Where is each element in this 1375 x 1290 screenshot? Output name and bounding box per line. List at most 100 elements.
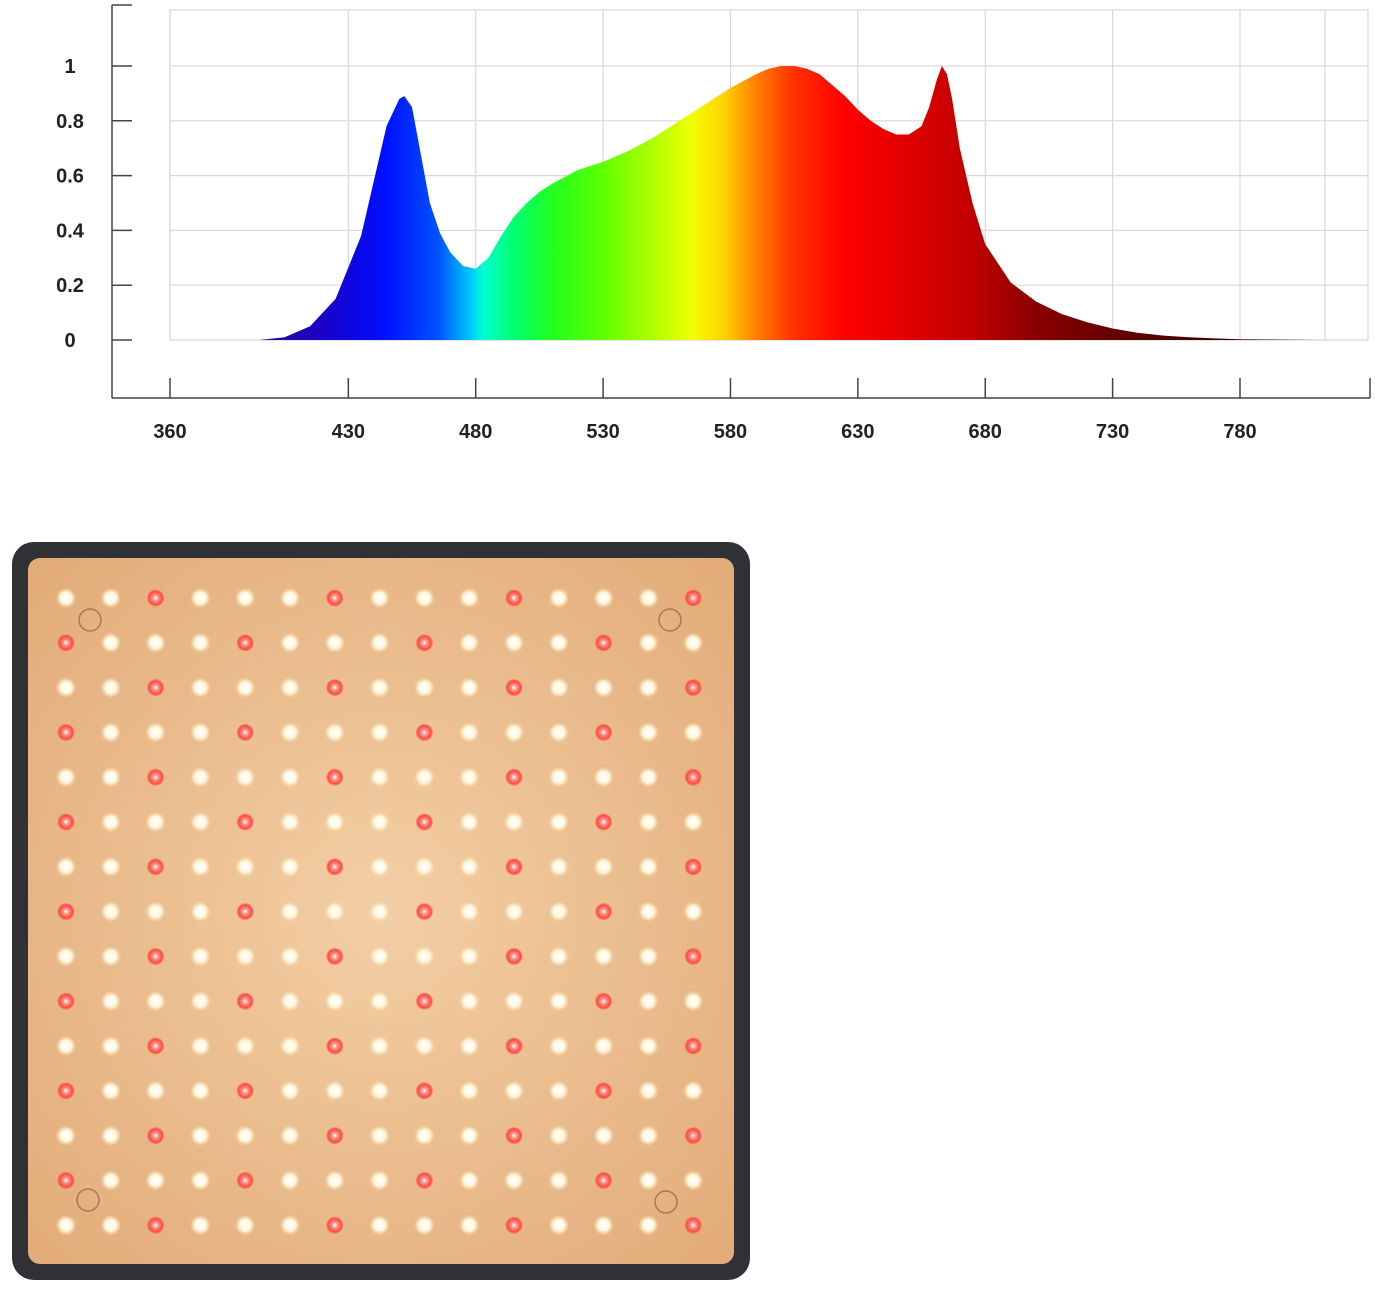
red-led: [236, 1081, 255, 1100]
chart-axes: [111, 4, 1371, 399]
white-led: [413, 1214, 435, 1236]
white-led: [503, 632, 525, 654]
x-tick-label: 360: [153, 421, 186, 443]
red-led: [146, 1037, 165, 1055]
red-led: [594, 813, 613, 831]
white-led: [189, 945, 211, 967]
white-led: [234, 1214, 256, 1236]
white-led: [593, 856, 615, 878]
x-tick-label: 430: [332, 421, 365, 443]
white-led: [234, 1125, 256, 1147]
white-led: [413, 587, 435, 609]
red-led: [594, 723, 613, 742]
white-led: [145, 811, 167, 833]
red-led: [684, 1216, 703, 1235]
white-led: [234, 1035, 256, 1057]
white-led: [100, 1080, 122, 1102]
red-led: [415, 633, 434, 652]
white-led: [189, 1214, 211, 1236]
red-led: [325, 1037, 344, 1055]
white-led: [100, 766, 122, 788]
white-led: [189, 811, 211, 833]
white-led: [279, 811, 301, 833]
white-led: [279, 677, 301, 699]
white-led: [369, 587, 391, 609]
white-led: [189, 856, 211, 878]
white-led: [593, 945, 615, 967]
red-led: [594, 1081, 613, 1100]
x-tick-label: 530: [586, 421, 619, 443]
white-led: [637, 766, 659, 788]
white-led: [100, 1214, 122, 1236]
screw-icon: [654, 1190, 678, 1214]
white-led: [413, 1125, 435, 1147]
y-tick-label: 0: [64, 330, 75, 352]
red-led: [505, 1037, 523, 1055]
screw-icon: [658, 608, 682, 632]
white-led: [100, 945, 122, 967]
white-led: [682, 1169, 704, 1191]
red-led: [236, 813, 255, 831]
white-led: [55, 1035, 77, 1057]
white-led: [100, 587, 122, 609]
red-led: [57, 1081, 75, 1100]
white-led: [458, 1169, 480, 1191]
white-led: [189, 990, 211, 1012]
white-led: [369, 1080, 391, 1102]
white-led: [145, 632, 167, 654]
white-led: [279, 766, 301, 788]
spectrum-chart: 0 0.2 0.4 0.6 0.8 1 360 430 480 530 580 630 680 730 7…: [56, 4, 1371, 443]
red-led: [146, 857, 165, 876]
white-led: [637, 1214, 659, 1236]
white-led: [369, 990, 391, 1012]
red-led: [325, 857, 344, 876]
white-led: [324, 721, 346, 743]
red-led: [146, 1216, 165, 1235]
x-tick-label: 630: [841, 421, 874, 443]
white-led: [503, 721, 525, 743]
red-led: [236, 633, 255, 652]
white-led: [548, 677, 570, 699]
y-tick-label: 0.4: [56, 220, 85, 242]
white-led: [369, 901, 391, 923]
screw-icon: [76, 1188, 100, 1212]
red-led: [415, 723, 434, 742]
white-led: [458, 721, 480, 743]
white-led: [503, 901, 525, 923]
red-led: [594, 633, 613, 652]
white-led: [413, 677, 435, 699]
white-led: [503, 990, 525, 1012]
x-axis-ticks: 360 430 480 530 580 630 680 730 780: [153, 378, 1257, 443]
red-led: [684, 678, 703, 697]
white-led: [145, 990, 167, 1012]
white-led: [369, 1214, 391, 1236]
white-led: [413, 856, 435, 878]
led-grow-light-panel: [12, 542, 750, 1280]
white-led: [189, 1169, 211, 1191]
red-led: [684, 768, 703, 787]
white-led: [100, 856, 122, 878]
white-led: [458, 677, 480, 699]
white-led: [593, 1214, 615, 1236]
red-led: [57, 723, 75, 742]
white-led: [458, 1214, 480, 1236]
white-led: [55, 766, 77, 788]
white-led: [682, 990, 704, 1012]
x-tick-label: 780: [1223, 421, 1256, 443]
white-led: [189, 1080, 211, 1102]
white-led: [548, 1125, 570, 1147]
white-led: [189, 901, 211, 923]
white-led: [369, 766, 391, 788]
white-led: [234, 945, 256, 967]
white-led: [682, 632, 704, 654]
y-tick-label: 0.6: [56, 166, 84, 188]
y-tick-label: 1: [64, 56, 75, 78]
red-led: [325, 1126, 344, 1145]
white-led: [369, 1125, 391, 1147]
red-led: [684, 1037, 703, 1055]
white-led: [279, 632, 301, 654]
white-led: [637, 587, 659, 609]
red-led: [684, 857, 703, 876]
white-led: [637, 945, 659, 967]
white-led: [548, 811, 570, 833]
